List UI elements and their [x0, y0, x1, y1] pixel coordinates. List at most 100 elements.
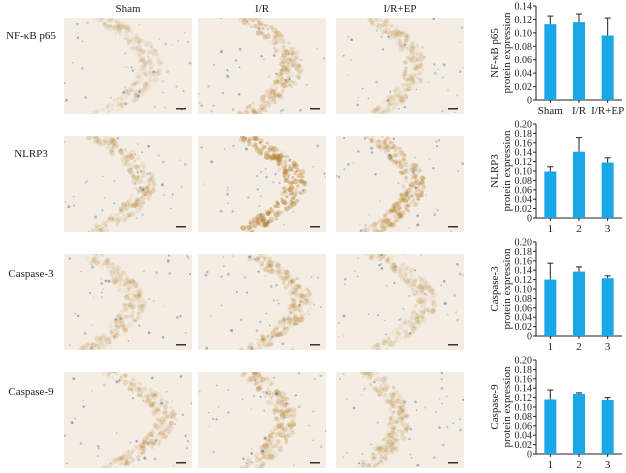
- micrograph-nfkb-p65-sham: [64, 18, 192, 114]
- y-tick-label: 0.10: [515, 167, 533, 178]
- micrograph-image: [64, 136, 192, 232]
- y-tick-label: 0.02: [515, 322, 533, 333]
- chart-svg: Caspase-9 protein expression 00.020.040.06…: [489, 356, 622, 471]
- y-tick-label: 0.08: [515, 294, 533, 305]
- y-tick-label: 0.10: [515, 403, 533, 414]
- column-header-sham: Sham: [115, 3, 141, 15]
- y-tick-label: 0.02: [515, 82, 533, 93]
- y-tick-label: 0.18: [515, 365, 533, 376]
- chart-svg: NLRP3 protein expression 00.020.040.060.08…: [489, 120, 622, 235]
- y-axis-label-line1: NLRP3: [489, 154, 501, 188]
- y-axis-label-line2: protein expression: [501, 130, 513, 211]
- chart-caspase-3: Caspase-3 protein expression 0 0.02 0.04 0.06…: [482, 236, 626, 354]
- x-tick-label: 1: [548, 459, 554, 471]
- x-tick-label: 2: [576, 341, 582, 353]
- x-tick-label: 1: [548, 341, 554, 353]
- bar: [601, 399, 614, 454]
- bar: [544, 24, 557, 100]
- y-tick-label: 0.02: [515, 204, 533, 215]
- y-tick-label: 0: [527, 214, 532, 225]
- micrograph-nlrp3-ir-ep: [336, 136, 464, 232]
- micrograph-nfkb-p65-ir-ep: [336, 18, 464, 114]
- y-tick-label: 0.10: [515, 285, 533, 296]
- bar: [544, 279, 557, 336]
- y-tick-label: 0.14: [515, 148, 533, 159]
- micrograph-nfkb-p65-ir: [198, 18, 326, 114]
- y-tick-label: 0.20: [515, 238, 533, 249]
- micrograph-nlrp3-ir: [198, 136, 326, 232]
- micrograph-caspase-3-sham: [64, 254, 192, 350]
- y-tick-label: 0.20: [515, 120, 533, 131]
- bar: [573, 151, 585, 218]
- bar: [573, 271, 585, 336]
- x-tick-label: 2: [576, 459, 582, 471]
- y-tick-label: 0.18: [515, 247, 533, 258]
- y-tick-label: 0.16: [515, 138, 533, 149]
- y-axis-label-line2: protein expression: [501, 366, 513, 447]
- bar: [601, 162, 614, 218]
- bar: [544, 399, 557, 454]
- y-tick-label: 0.04: [515, 431, 533, 442]
- y-tick-label: 0.04: [515, 313, 533, 324]
- y-tick-label: 0.06: [515, 303, 533, 314]
- micrograph-image: [336, 254, 464, 350]
- y-tick-label: 0.04: [515, 69, 533, 80]
- chart-nlrp3: NLRP3 protein expression 0 0.02 0.04 0.06 0.08…: [482, 118, 626, 236]
- x-tick-label: I/R+EP: [591, 105, 624, 117]
- micrograph-caspase-3-ir-ep: [336, 254, 464, 350]
- micrograph-caspase-9-ir-ep: [336, 372, 464, 468]
- chart-nfkb-p65: NF-κB p65 protein expression 0 0.02 0.04 0.06…: [482, 0, 626, 118]
- y-tick-label: 0.04: [515, 195, 533, 206]
- y-axis-label-line1: Caspase-9: [489, 384, 501, 430]
- y-tick-label: 0.06: [515, 421, 533, 432]
- chart-svg: Caspase-3 protein expression 00.020.040.06…: [489, 238, 622, 353]
- y-tick-label: 0.06: [515, 55, 533, 66]
- row-label-caspase-3: Caspase-3: [8, 268, 54, 280]
- y-axis-label-line1: Caspase-3: [489, 266, 501, 312]
- micrograph-image: [64, 254, 192, 350]
- micrograph-image: [198, 18, 326, 114]
- micrograph-caspase-9-ir: [198, 372, 326, 468]
- y-tick-label: 0.18: [515, 129, 533, 140]
- y-tick-label: 0.10: [515, 28, 533, 39]
- y-axis-label-line2: protein expression: [501, 12, 513, 93]
- x-tick-label: 3: [605, 223, 611, 235]
- y-tick-label: 0.12: [515, 393, 533, 404]
- chart-caspase-9: Caspase-9 protein expression 0 0.02 0.04 0.06…: [482, 354, 626, 472]
- y-tick-label: 0.14: [515, 266, 533, 277]
- micrograph-image: [336, 18, 464, 114]
- y-tick-label: 0: [527, 450, 532, 461]
- x-tick-label: 1: [548, 223, 554, 235]
- micrograph-caspase-9-sham: [64, 372, 192, 468]
- x-tick-label: 3: [605, 341, 611, 353]
- bar: [601, 278, 614, 336]
- micrograph-image: [198, 254, 326, 350]
- y-tick-label: 0.16: [515, 374, 533, 385]
- y-tick-label: 0: [527, 332, 532, 343]
- x-tick-label: I/R: [572, 105, 587, 117]
- micrograph-image: [64, 18, 192, 114]
- y-tick-label: 0.12: [515, 275, 533, 286]
- y-tick-label: 0.20: [515, 356, 533, 367]
- micrograph-image: [64, 372, 192, 468]
- column-header-ir-ep: I/R+EP: [383, 3, 417, 15]
- y-tick-label: 0.12: [515, 157, 533, 168]
- column-header-ir: I/R: [254, 3, 270, 15]
- bar: [573, 22, 585, 100]
- y-tick-label: 0.08: [515, 176, 533, 187]
- micrograph-image: [336, 372, 464, 468]
- micrograph-image: [198, 136, 326, 232]
- y-tick-label: 0.02: [515, 440, 533, 451]
- micrograph-nlrp3-sham: [64, 136, 192, 232]
- bar: [601, 35, 614, 100]
- y-tick-label: 0.14: [515, 2, 533, 13]
- x-tick-label: Sham: [538, 105, 564, 117]
- y-tick-label: 0.14: [515, 384, 533, 395]
- y-tick-label: 0.08: [515, 42, 533, 53]
- y-tick-label: 0.12: [515, 15, 533, 26]
- x-tick-label: 2: [576, 223, 582, 235]
- y-tick-label: 0.08: [515, 412, 533, 423]
- bar: [544, 171, 557, 218]
- row-label-nfkb-p65: NF-κB p65: [6, 30, 56, 42]
